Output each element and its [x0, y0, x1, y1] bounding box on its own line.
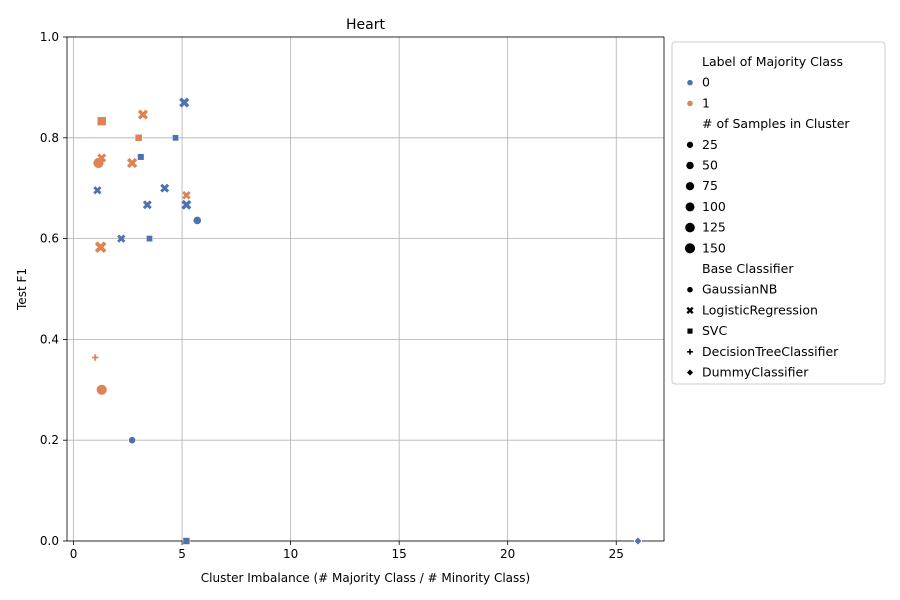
y-tick-label: 0.0 [40, 534, 59, 548]
y-tick-label: 0.4 [40, 332, 59, 346]
legend-style-label: GaussianNB [702, 282, 777, 297]
legend-section-title: Base Classifier [702, 261, 794, 276]
data-point-square [137, 153, 145, 161]
legend-size-label: 75 [702, 178, 718, 193]
legend-size-label: 125 [702, 220, 726, 235]
scatter-points [92, 97, 643, 546]
y-tick-label: 0.6 [40, 232, 59, 246]
x-tick-label: 0 [70, 547, 78, 561]
legend-style-marker [687, 348, 693, 355]
legend-size-marker [684, 201, 696, 213]
legend: Label of Majority Class 0 1 # of Samples in… [671, 41, 886, 385]
legend-section-title: Label of Majority Class [702, 54, 843, 69]
data-point-square [182, 537, 191, 545]
legend-hue-marker [686, 79, 694, 87]
data-point-plus [92, 354, 99, 361]
legend-entries: Label of Majority Class 0 1 # of Samples in… [684, 54, 850, 380]
y-tick-label: 1.0 [40, 30, 59, 44]
legend-section-title: # of Samples in Cluster [702, 116, 850, 131]
x-tick-label: 15 [392, 547, 407, 561]
data-point-square [96, 116, 107, 126]
data-point-x [182, 191, 191, 200]
legend-size-marker [685, 160, 695, 171]
y-axis-ticks: 0.0 0.2 0.4 0.6 0.8 1.0 [40, 30, 67, 548]
legend-style-label: DummyClassifier [702, 365, 809, 380]
legend-size-label: 50 [702, 158, 718, 173]
legend-hue-label: 1 [702, 95, 710, 110]
y-axis-title: Test F1 [15, 268, 29, 311]
data-point-square [146, 235, 153, 243]
legend-frame [671, 41, 886, 385]
x-tick-label: 10 [283, 547, 298, 561]
data-point-x [142, 200, 152, 210]
y-tick-label: 0.8 [40, 131, 59, 145]
data-point-x [94, 241, 107, 253]
data-point-x [126, 157, 138, 169]
legend-size-marker [684, 221, 696, 234]
data-point-circle [128, 436, 137, 445]
x-tick-label: 5 [178, 547, 186, 561]
legend-size-marker [686, 140, 694, 149]
data-point-square [134, 133, 143, 142]
legend-style-marker [686, 306, 694, 314]
data-point-square [172, 134, 180, 142]
data-point-x [179, 97, 190, 108]
data-point-x [97, 153, 107, 163]
legend-style-label: LogisticRegression [702, 302, 818, 317]
data-point-diamond [633, 536, 643, 546]
legend-hue-label: 0 [702, 75, 710, 90]
x-axis-ticks: 0 5 10 15 20 25 [70, 541, 624, 561]
data-point-x [117, 234, 126, 243]
grid-lines [67, 36, 664, 542]
chart-title: Heart [346, 17, 385, 33]
legend-style-marker [686, 286, 694, 294]
x-axis-title: Cluster Imbalance (# Majority Class / # … [201, 571, 530, 585]
x-tick-label: 20 [500, 547, 515, 561]
data-point-circle [192, 215, 202, 226]
legend-size-label: 100 [702, 199, 726, 214]
legend-style-marker [686, 368, 694, 377]
legend-style-label: SVC [702, 323, 727, 338]
data-point-x [160, 183, 170, 193]
data-point-x [181, 199, 192, 210]
data-point-x [137, 109, 149, 120]
legend-style-marker [686, 327, 694, 335]
plot-frame [66, 36, 665, 542]
legend-hue-marker [686, 99, 694, 108]
legend-style-label: DecisionTreeClassifier [702, 344, 839, 359]
data-point-x [93, 186, 102, 195]
y-tick-label: 0.2 [40, 433, 59, 447]
x-tick-label: 25 [609, 547, 624, 561]
data-point-circle [95, 383, 108, 396]
legend-size-label: 25 [702, 137, 718, 152]
legend-size-label: 150 [702, 240, 726, 255]
legend-size-marker [684, 242, 696, 255]
legend-size-marker [685, 181, 695, 192]
